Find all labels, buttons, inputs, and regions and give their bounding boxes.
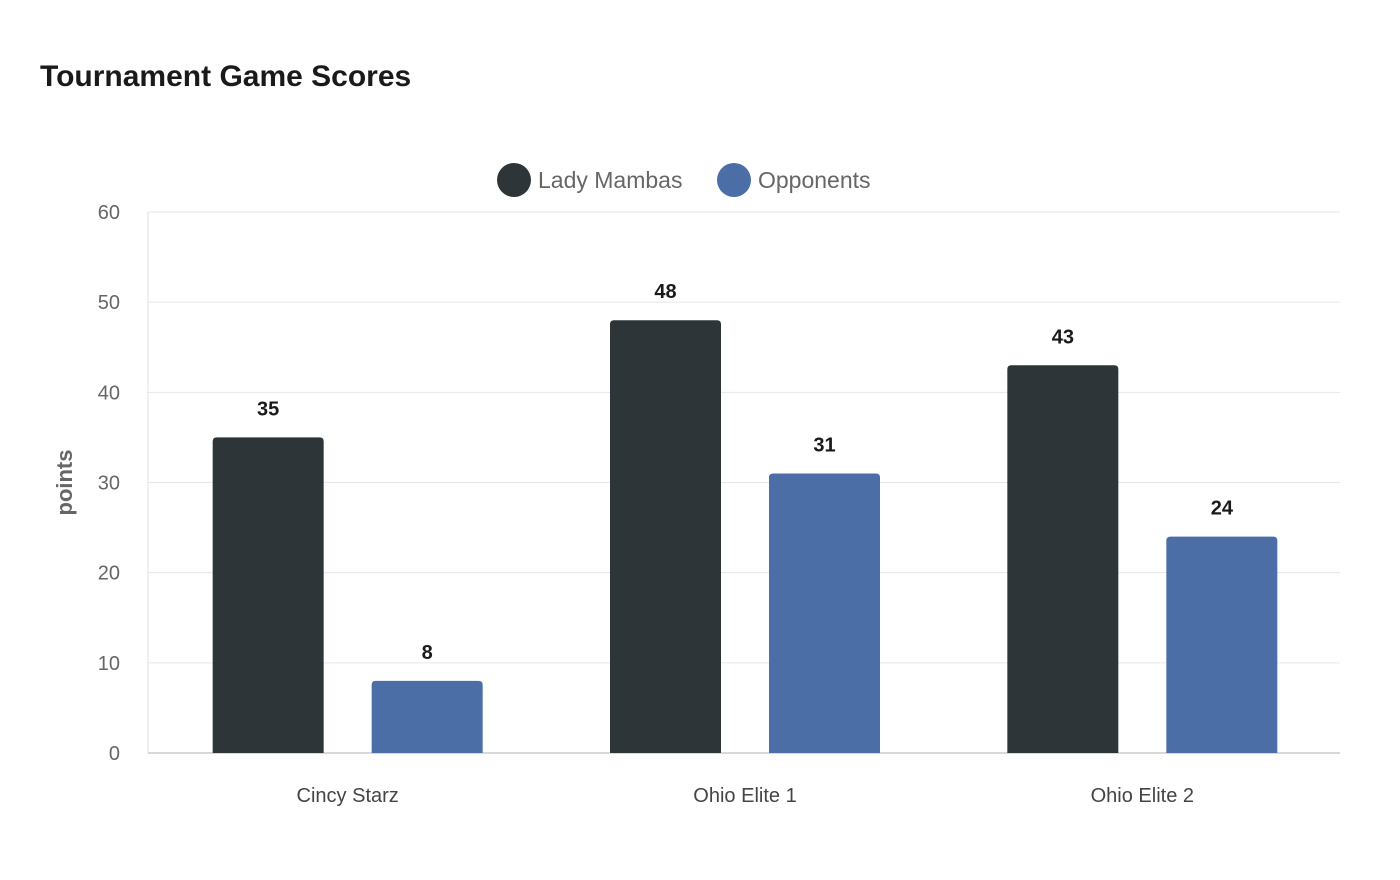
bar-opponents	[1166, 536, 1278, 753]
bar-opponents	[371, 680, 483, 753]
grid-lines	[148, 211, 1340, 664]
bars	[212, 320, 1278, 753]
x-tick-label: Ohio Elite 1	[693, 785, 796, 807]
x-tick-label: Ohio Elite 2	[1091, 785, 1194, 807]
data-label: 8	[422, 642, 433, 664]
y-tick-label: 10	[98, 653, 120, 675]
x-tick-label: Cincy Starz	[297, 785, 399, 807]
y-tick-label: 30	[98, 473, 120, 495]
data-label: 35	[257, 398, 279, 420]
y-tick-label: 40	[98, 382, 120, 404]
y-tick-label: 0	[109, 743, 120, 765]
y-axis-label: points	[52, 450, 77, 516]
bar-opponents	[769, 473, 880, 753]
data-label: 24	[1211, 498, 1234, 520]
data-label: 48	[654, 281, 676, 303]
axes: 0 10 20 30 40 50 60 points Cincy Starz Ohio Elite…	[52, 202, 1340, 807]
legend-label: Opponents	[758, 167, 871, 193]
chart-title: Tournament Game Scores	[40, 60, 412, 93]
data-label: 31	[813, 434, 835, 456]
y-tick-label: 60	[98, 202, 120, 224]
y-tick-label: 20	[98, 563, 120, 585]
bar-lady-mambas	[1007, 365, 1119, 753]
data-labels: 35 8 48 31 43 24	[257, 281, 1234, 664]
y-tick-label: 50	[98, 292, 120, 314]
bar-lady-mambas	[610, 320, 721, 753]
legend-label: Lady Mambas	[538, 167, 682, 193]
legend-swatch	[717, 163, 751, 197]
legend-swatch	[497, 163, 531, 197]
legend: Lady Mambas Opponents	[497, 163, 871, 197]
bar-lady-mambas	[212, 437, 324, 753]
data-label: 43	[1052, 326, 1074, 348]
